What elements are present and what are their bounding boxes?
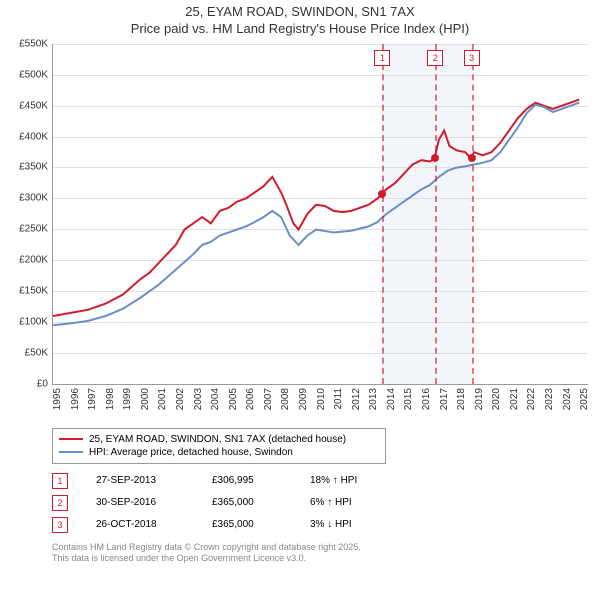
x-tick-label: 1996 xyxy=(70,388,81,410)
plot-region: 1 2 3 xyxy=(52,44,588,385)
x-tick-label: 2022 xyxy=(526,388,537,410)
y-tick-label: £100K xyxy=(19,316,48,327)
legend-row: HPI: Average price, detached house, Swin… xyxy=(59,446,379,459)
y-tick-label: £550K xyxy=(19,38,48,49)
legend-swatch xyxy=(59,451,83,453)
y-tick-label: £150K xyxy=(19,286,48,297)
sale-price: £306,995 xyxy=(212,475,282,486)
sale-price: £365,000 xyxy=(212,519,282,530)
y-tick-label: £450K xyxy=(19,100,48,111)
footer: Contains HM Land Registry data © Crown c… xyxy=(52,542,592,565)
title-line-1: 25, EYAM ROAD, SWINDON, SN1 7AX xyxy=(0,4,600,21)
series-line-hpi xyxy=(53,102,579,325)
line-svg xyxy=(53,44,588,384)
marker-box: 2 xyxy=(427,50,443,66)
x-tick-label: 2008 xyxy=(280,388,291,410)
y-tick-label: £300K xyxy=(19,193,48,204)
x-tick-label: 2025 xyxy=(579,388,590,410)
x-tick-label: 2010 xyxy=(316,388,327,410)
sale-delta: 18% ↑ HPI xyxy=(310,475,357,486)
x-tick-label: 2021 xyxy=(509,388,520,410)
x-tick-label: 2003 xyxy=(193,388,204,410)
sale-row: 1 27-SEP-2013 £306,995 18% ↑ HPI xyxy=(52,470,592,492)
x-tick-label: 2016 xyxy=(421,388,432,410)
marker-box: 1 xyxy=(374,50,390,66)
x-tick-label: 2018 xyxy=(456,388,467,410)
y-tick-label: £50K xyxy=(25,347,48,358)
sale-date: 27-SEP-2013 xyxy=(96,475,184,486)
sales-table: 1 27-SEP-2013 £306,995 18% ↑ HPI 2 30-SEP-201… xyxy=(52,470,592,536)
chart-container: 25, EYAM ROAD, SWINDON, SN1 7AX Price pa… xyxy=(0,0,600,590)
marker-box: 3 xyxy=(464,50,480,66)
sale-number-box: 2 xyxy=(52,495,68,511)
x-tick-label: 2001 xyxy=(157,388,168,410)
legend-label: HPI: Average price, detached house, Swin… xyxy=(89,447,293,458)
x-tick-label: 2020 xyxy=(491,388,502,410)
marker-vline xyxy=(472,44,474,384)
x-axis: 1995 1996 1997 1998 1999 2000 2001 2002 2003 2004… xyxy=(52,384,588,424)
series-line-price_paid xyxy=(53,99,579,315)
x-tick-label: 2024 xyxy=(562,388,573,410)
x-tick-label: 1995 xyxy=(52,388,63,410)
legend-label: 25, EYAM ROAD, SWINDON, SN1 7AX (detache… xyxy=(89,434,346,445)
x-tick-label: 2023 xyxy=(544,388,555,410)
x-tick-label: 2009 xyxy=(298,388,309,410)
marker-dot xyxy=(378,190,386,198)
y-tick-label: £500K xyxy=(19,69,48,80)
sale-row: 3 26-OCT-2018 £365,000 3% ↓ HPI xyxy=(52,514,592,536)
x-tick-label: 1999 xyxy=(122,388,133,410)
sale-row: 2 30-SEP-2016 £365,000 6% ↑ HPI xyxy=(52,492,592,514)
marker-dot xyxy=(468,154,476,162)
sale-delta: 6% ↑ HPI xyxy=(310,497,352,508)
footer-line-1: Contains HM Land Registry data © Crown c… xyxy=(52,542,592,554)
footer-line-2: This data is licensed under the Open Gov… xyxy=(52,553,592,565)
x-tick-label: 2015 xyxy=(403,388,414,410)
y-axis: £0£50K£100K£150K£200K£250K£300K£350K£400… xyxy=(8,44,50,384)
sale-number-box: 1 xyxy=(52,473,68,489)
x-tick-label: 1998 xyxy=(105,388,116,410)
x-tick-label: 2006 xyxy=(245,388,256,410)
x-tick-label: 2005 xyxy=(228,388,239,410)
y-tick-label: £0 xyxy=(37,378,48,389)
y-tick-label: £400K xyxy=(19,131,48,142)
x-tick-label: 1997 xyxy=(87,388,98,410)
y-tick-label: £200K xyxy=(19,255,48,266)
sale-number-box: 3 xyxy=(52,517,68,533)
x-tick-label: 2013 xyxy=(368,388,379,410)
legend: 25, EYAM ROAD, SWINDON, SN1 7AX (detache… xyxy=(52,428,386,464)
legend-swatch xyxy=(59,438,83,440)
x-tick-label: 2004 xyxy=(210,388,221,410)
sale-delta: 3% ↓ HPI xyxy=(310,519,352,530)
sale-date: 30-SEP-2016 xyxy=(96,497,184,508)
x-tick-label: 2017 xyxy=(439,388,450,410)
y-tick-label: £350K xyxy=(19,162,48,173)
title-line-2: Price paid vs. HM Land Registry's House … xyxy=(0,21,600,38)
y-tick-label: £250K xyxy=(19,224,48,235)
x-tick-label: 2011 xyxy=(333,388,344,410)
marker-vline xyxy=(382,44,384,384)
x-tick-label: 2014 xyxy=(386,388,397,410)
legend-row: 25, EYAM ROAD, SWINDON, SN1 7AX (detache… xyxy=(59,433,379,446)
x-tick-label: 2019 xyxy=(474,388,485,410)
x-tick-label: 2002 xyxy=(175,388,186,410)
sale-date: 26-OCT-2018 xyxy=(96,519,184,530)
marker-vline xyxy=(435,44,437,384)
chart-area: £0 £50K £100K £150K £200K £250K £300K £350K £400… xyxy=(8,44,592,424)
x-tick-label: 2007 xyxy=(263,388,274,410)
x-tick-label: 2000 xyxy=(140,388,151,410)
title-block: 25, EYAM ROAD, SWINDON, SN1 7AX Price pa… xyxy=(0,0,600,40)
marker-dot xyxy=(431,154,439,162)
sale-price: £365,000 xyxy=(212,497,282,508)
x-tick-label: 2012 xyxy=(351,388,362,410)
